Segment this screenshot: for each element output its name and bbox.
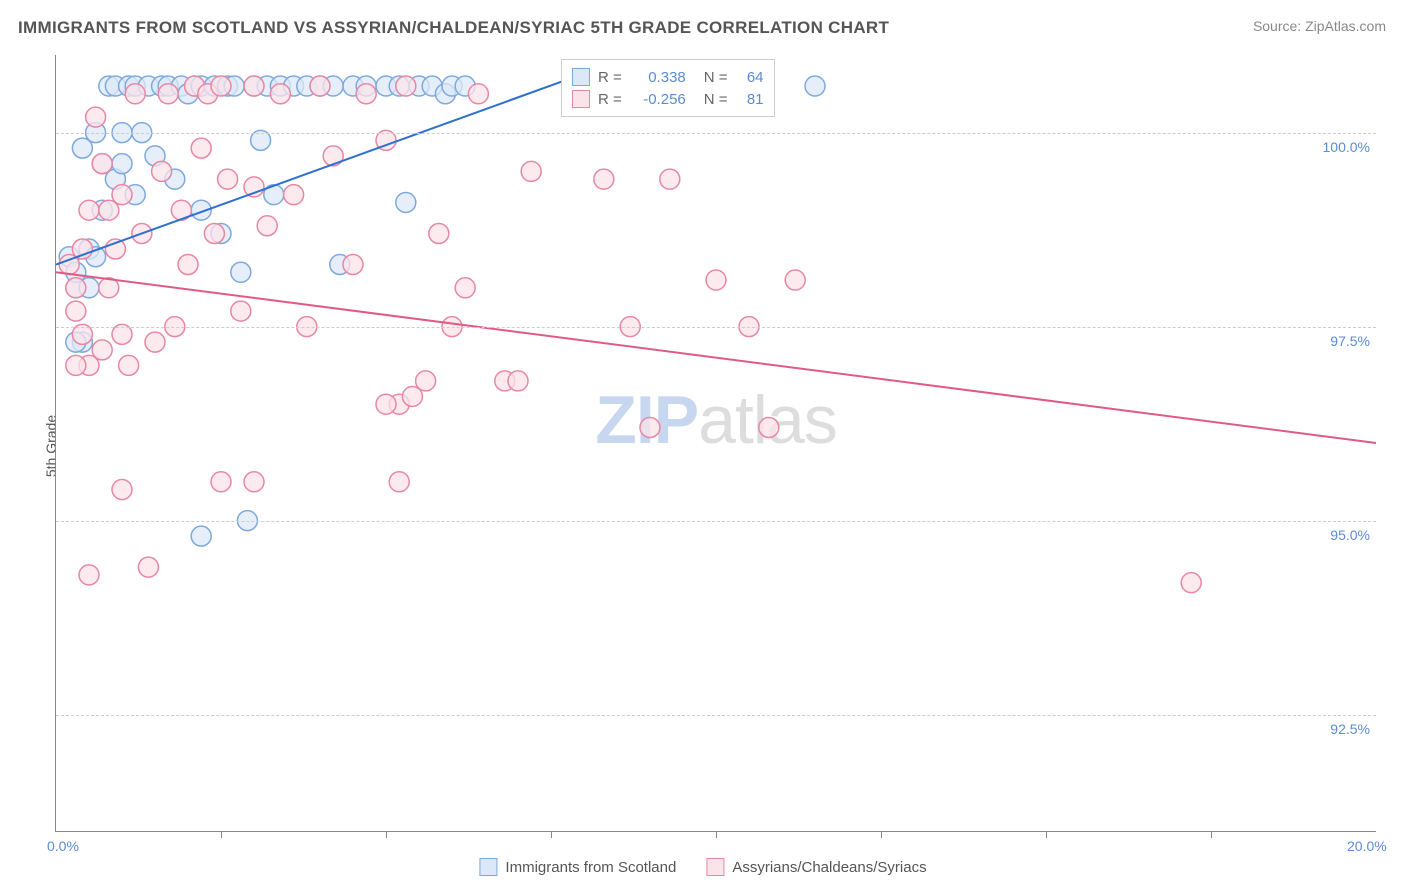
trend-line [56,272,1376,443]
scatter-point [112,154,132,174]
x-tick [386,831,387,838]
scatter-point [178,255,198,275]
n-label: N = [704,69,728,86]
scatter-point [145,332,165,352]
scatter-point [508,371,528,391]
scatter-point [1181,573,1201,593]
legend-swatch [572,90,590,108]
gridline [56,133,1376,134]
scatter-point [66,301,86,321]
scatter-point [112,185,132,205]
scatter-point [343,255,363,275]
scatter-point [356,84,376,104]
scatter-point [191,138,211,158]
scatter-point [640,417,660,437]
scatter-point [468,84,488,104]
gridline [56,715,1376,716]
scatter-point [244,76,264,96]
scatter-point [119,355,139,375]
scatter-point [152,161,172,181]
y-tick-label: 95.0% [1330,527,1370,543]
scatter-point [92,154,112,174]
legend-swatch [479,858,497,876]
scatter-point [455,278,475,298]
scatter-point [138,557,158,577]
scatter-point [244,472,264,492]
legend-swatch [706,858,724,876]
scatter-point [79,565,99,585]
scatter-point [284,185,304,205]
scatter-point [785,270,805,290]
stats-row: R = 0.338 N = 64 [572,66,764,88]
x-tick [716,831,717,838]
plot-area: ZIPatlas R =0.338N =64R =-0.256N =81 92.… [55,55,1376,832]
scatter-point [594,169,614,189]
legend-label: Assyrians/Chaldeans/Syriacs [732,859,926,876]
scatter-point [310,76,330,96]
scatter-point [66,278,86,298]
chart-container: IMMIGRANTS FROM SCOTLAND VS ASSYRIAN/CHA… [0,0,1406,892]
r-label: R = [598,91,622,108]
legend-item: Immigrants from Scotland [479,858,676,876]
x-tick [221,831,222,838]
n-label: N = [704,91,728,108]
legend-item: Assyrians/Chaldeans/Syriacs [706,858,926,876]
scatter-point [79,200,99,220]
scatter-point [191,526,211,546]
stats-row: R = -0.256 N = 81 [572,88,764,110]
r-value: -0.256 [630,91,686,108]
scatter-point [231,262,251,282]
legend-bottom: Immigrants from Scotland Assyrians/Chalde… [479,858,926,876]
scatter-point [270,84,290,104]
scatter-point [396,76,416,96]
y-tick-label: 92.5% [1330,721,1370,737]
legend-swatch [572,68,590,86]
x-tick-label: 20.0% [1347,838,1387,854]
scatter-point [521,161,541,181]
scatter-point [429,223,449,243]
scatter-point [416,371,436,391]
scatter-point [218,169,238,189]
y-tick-label: 97.5% [1330,333,1370,349]
r-value: 0.338 [630,69,686,86]
scatter-point [376,394,396,414]
scatter-point [112,480,132,500]
scatter-point [86,107,106,127]
gridline [56,521,1376,522]
scatter-point [805,76,825,96]
x-tick [1046,831,1047,838]
x-tick-label: 0.0% [47,838,79,854]
chart-title: IMMIGRANTS FROM SCOTLAND VS ASSYRIAN/CHA… [18,18,889,38]
legend-label: Immigrants from Scotland [505,859,676,876]
scatter-point [66,355,86,375]
source-label: Source: ZipAtlas.com [1253,18,1386,34]
scatter-point [706,270,726,290]
r-label: R = [598,69,622,86]
scatter-point [231,301,251,321]
n-value: 81 [736,91,764,108]
scatter-point [759,417,779,437]
x-tick [551,831,552,838]
scatter-point [323,146,343,166]
n-value: 64 [736,69,764,86]
x-tick [1211,831,1212,838]
scatter-point [92,340,112,360]
scatter-point [158,84,178,104]
scatter-point [204,223,224,243]
scatter-point [389,472,409,492]
x-tick [881,831,882,838]
scatter-point [660,169,680,189]
scatter-point [396,192,416,212]
trend-line [56,78,571,264]
scatter-point [257,216,277,236]
scatter-point [125,84,145,104]
scatter-point [211,472,231,492]
scatter-point [211,76,231,96]
stats-legend-box: R = 0.338 N = 64 R = -0.256 N = 81 [561,59,775,117]
gridline [56,327,1376,328]
y-tick-label: 100.0% [1323,139,1370,155]
